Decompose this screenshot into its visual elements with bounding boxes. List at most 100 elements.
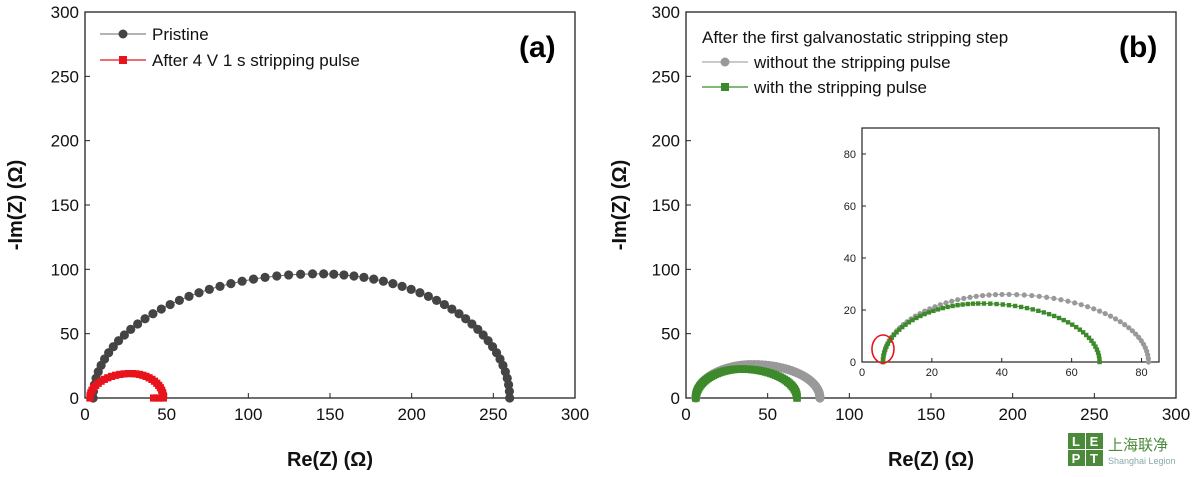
panel-b-legend: After the first galvanostatic stripping … [702, 28, 1008, 97]
inset-with-pulse-point [931, 308, 936, 314]
panel-b-x-tick-label: 100 [835, 405, 863, 424]
inset-with-pulse-point [926, 310, 932, 315]
logo-cell-2 [1086, 433, 1103, 449]
inset-with-pulse-point [880, 356, 886, 362]
inset-with-pulse-point [897, 327, 902, 332]
panel-a-y-tick-label: 0 [70, 389, 79, 408]
inset-without-pulse-point [949, 298, 955, 304]
legend-with-label: with the stripping pulse [753, 78, 927, 97]
inset-with-pulse-point [1051, 313, 1057, 319]
panel-a-x-tick-label: 200 [397, 405, 425, 424]
panel-b-inset: 0 20 40 60 80 0 20 40 60 80 [844, 127, 1160, 379]
panel-a-y-tick-label: 300 [51, 3, 79, 22]
inset-with-pulse-point [1095, 350, 1101, 355]
pristine-point [140, 314, 150, 324]
panel-b-legend-title: After the first galvanostatic stripping … [702, 28, 1008, 47]
inset-with-pulse-point [960, 302, 965, 307]
inset-without-pulse-point [1122, 322, 1128, 328]
inset-without-pulse-point [1014, 292, 1020, 298]
panel-a-x-tick-label: 100 [234, 405, 262, 424]
inset-without-pulse-point [999, 291, 1005, 298]
inset-with-pulse-point [988, 301, 993, 306]
panel-b-label: (b) [1119, 31, 1157, 64]
inset-series [880, 291, 1152, 365]
pristine-point [204, 284, 214, 294]
inset-with-pulse-point [1097, 359, 1102, 365]
after-pulse-point [108, 372, 116, 381]
inset-with-pulse-point [1018, 304, 1024, 310]
panel-a-ticks: 0 50 100 150 200 250 300 0 50 100 150 200 250 300 [51, 3, 590, 424]
panel-b-y-tick-label: 250 [652, 67, 680, 86]
inset-without-pulse-point [986, 292, 992, 298]
pristine-point [119, 330, 129, 340]
inset-without-pulse-point [1107, 313, 1114, 319]
pristine-point [504, 386, 514, 396]
inset-without-pulse-point [1112, 316, 1119, 322]
panel-b-y-tick-label: 300 [652, 3, 680, 22]
pristine-point [226, 279, 236, 289]
pristine-point [165, 299, 175, 310]
inset-without-pulse-point [943, 300, 949, 306]
inset-without-pulse-point [1145, 359, 1152, 365]
pristine-point [307, 269, 318, 279]
pristine-point [454, 309, 464, 319]
legend-without-label: without the stripping pulse [753, 53, 951, 72]
inset-with-pulse-point [906, 320, 912, 325]
inset-with-pulse-point [970, 301, 976, 306]
pristine-point [215, 281, 225, 291]
inset-without-pulse-point [973, 293, 979, 299]
pristine-point [423, 291, 434, 301]
inset-without-pulse-point [1044, 294, 1050, 300]
panel-a: 0 50 100 150 200 250 300 0 50 100 150 200 250 300 Re(… [5, 3, 589, 471]
pristine-point [113, 336, 124, 346]
legend-pristine-marker [118, 29, 128, 39]
watermark-name-en: Shanghai Legion [1108, 456, 1176, 466]
inset-without-pulse-point [1021, 292, 1027, 298]
panel-a-y-axis-label: -Im(Z) (Ω) [5, 160, 27, 250]
panel-b-x-tick-label: 50 [758, 405, 777, 424]
inset-y-tick-label: 60 [844, 201, 856, 213]
panel-a-y-tick-label: 200 [51, 132, 79, 151]
inset-x-tick-label: 20 [926, 367, 938, 379]
inset-without-pulse-point [1133, 331, 1139, 337]
pristine-point [148, 309, 158, 319]
inset-with-pulse-point [894, 330, 899, 335]
inset-with-pulse-point [1091, 341, 1096, 346]
pristine-point [447, 304, 457, 314]
inset-with-pulse-point [1024, 305, 1030, 311]
panel-b-y-tick-label: 0 [671, 389, 680, 408]
inset-with-pulse-point [945, 304, 950, 310]
inset-with-pulse-point [880, 359, 886, 365]
panel-a-x-tick-label: 250 [479, 405, 507, 424]
inset-without-pulse-point [979, 292, 986, 299]
inset-with-pulse-point [940, 305, 945, 311]
logo-cell-1 [1068, 433, 1085, 449]
inset-frame [861, 127, 1160, 363]
pristine-point [319, 269, 329, 279]
panel-b-y-tick-label: 200 [652, 132, 680, 151]
inset-with-pulse-point [881, 353, 886, 358]
legend-without-marker [720, 57, 730, 67]
inset-with-pulse-point [1097, 356, 1102, 362]
inset-with-pulse-point [1096, 353, 1102, 358]
legend-pulse-marker [119, 56, 127, 64]
logo-cell-4 [1086, 450, 1103, 466]
legend-with-marker [721, 83, 729, 91]
inset-without-pulse-point [1036, 293, 1042, 299]
panel-a-x-tick-label: 50 [157, 405, 176, 424]
inset-without-pulse-point [1129, 328, 1135, 334]
watermark-name-cn: 上海联净 [1108, 436, 1168, 454]
inset-with-pulse-point [910, 317, 915, 323]
pristine-point [184, 291, 194, 301]
inset-without-pulse-point [1006, 291, 1012, 298]
inset-with-pulse-point [1089, 338, 1094, 343]
inset-x-tick-label: 0 [859, 367, 865, 379]
pristine-point [388, 279, 398, 289]
inset-with-pulse-point [882, 350, 887, 355]
legend-pristine-label: Pristine [152, 25, 209, 44]
pristine-point [349, 271, 359, 281]
pristine-point [467, 319, 477, 329]
pristine-point [369, 274, 379, 284]
pristine-point [431, 295, 442, 305]
inset-without-pulse-point [1102, 310, 1108, 317]
